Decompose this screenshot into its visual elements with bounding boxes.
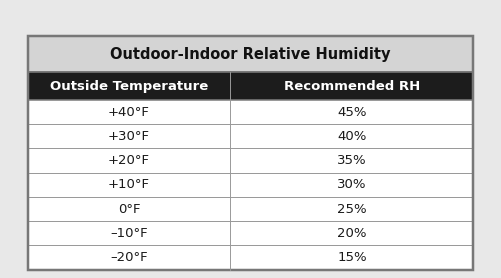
Text: 20%: 20% bbox=[337, 227, 367, 240]
Bar bbox=[28, 100, 473, 124]
Text: 45%: 45% bbox=[337, 106, 367, 118]
Bar bbox=[28, 245, 473, 270]
Text: +40°F: +40°F bbox=[108, 106, 150, 118]
Text: +30°F: +30°F bbox=[108, 130, 150, 143]
Text: –20°F: –20°F bbox=[110, 251, 148, 264]
Bar bbox=[28, 124, 473, 148]
Text: 30%: 30% bbox=[337, 178, 367, 191]
Text: 0°F: 0°F bbox=[118, 203, 140, 215]
Text: Recommended RH: Recommended RH bbox=[284, 80, 420, 93]
Bar bbox=[28, 197, 473, 221]
Text: Outside Temperature: Outside Temperature bbox=[50, 80, 208, 93]
Bar bbox=[28, 36, 473, 72]
Text: 35%: 35% bbox=[337, 154, 367, 167]
Text: 15%: 15% bbox=[337, 251, 367, 264]
Bar bbox=[28, 36, 473, 270]
Text: Outdoor-Indoor Relative Humidity: Outdoor-Indoor Relative Humidity bbox=[110, 47, 391, 62]
Text: 40%: 40% bbox=[337, 130, 367, 143]
Text: +20°F: +20°F bbox=[108, 154, 150, 167]
Bar bbox=[28, 72, 473, 100]
Text: +10°F: +10°F bbox=[108, 178, 150, 191]
Text: 25%: 25% bbox=[337, 203, 367, 215]
Bar bbox=[28, 148, 473, 173]
Bar bbox=[28, 173, 473, 197]
Text: –10°F: –10°F bbox=[110, 227, 148, 240]
Bar bbox=[28, 221, 473, 245]
